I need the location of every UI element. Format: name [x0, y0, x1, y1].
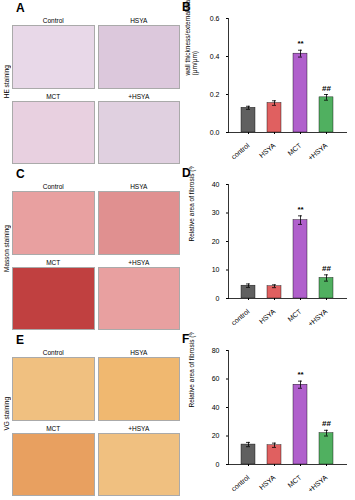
html-text:+HSYA: +HSYA [128, 258, 150, 266]
html-text:C: C [16, 167, 25, 181]
svg-text:0: 0 [216, 295, 220, 302]
svg-text:+HSYA: +HSYA [307, 307, 329, 327]
svg-text:80: 80 [212, 347, 220, 354]
html-text:Control: Control [42, 17, 64, 24]
html-text:HSYA: HSYA [130, 349, 148, 356]
svg-text:10: 10 [212, 266, 220, 273]
svg-text:40: 40 [212, 181, 220, 188]
html-text:E: E [16, 333, 24, 347]
svg-text:+HSYA: +HSYA [307, 141, 329, 161]
html-text:A: A [16, 1, 25, 15]
svg-text:HSYA: HSYA [258, 307, 277, 324]
html-text:+HSYA: +HSYA [128, 92, 150, 100]
svg-text:control: control [230, 141, 251, 160]
svg-text:##: ## [322, 264, 331, 273]
svg-text:MCT: MCT [286, 307, 303, 323]
html-text:F: F [182, 332, 190, 346]
svg-text:MCT: MCT [286, 473, 303, 489]
html-text:HE staining: HE staining [2, 65, 10, 99]
svg-text:+HSYA: +HSYA [307, 473, 329, 493]
html-text:Control: Control [42, 183, 64, 190]
svg-text:20: 20 [212, 238, 220, 245]
html-text:+HSYA: +HSYA [128, 424, 150, 432]
html-text:B: B [182, 0, 191, 14]
svg-text:0.4: 0.4 [210, 53, 220, 60]
html-text:(μm/μm): (μm/μm) [190, 51, 198, 76]
svg-text:30: 30 [212, 209, 220, 216]
svg-text:**: ** [297, 39, 304, 48]
svg-text:0.2: 0.2 [210, 91, 220, 98]
html-text:MCT: MCT [46, 92, 61, 100]
html-text:HSYA: HSYA [130, 183, 148, 190]
svg-text:MCT: MCT [286, 141, 303, 157]
html-text:HSYA: HSYA [130, 17, 148, 24]
svg-text:40: 40 [212, 404, 220, 411]
svg-text:0.0: 0.0 [210, 129, 220, 136]
svg-text:control: control [230, 307, 251, 326]
svg-text:0: 0 [216, 461, 220, 468]
svg-text:**: ** [297, 370, 304, 379]
svg-text:20: 20 [212, 432, 220, 439]
svg-text:##: ## [322, 84, 331, 93]
html-text:D: D [182, 166, 191, 180]
svg-text:0.6: 0.6 [210, 15, 220, 22]
svg-text:HSYA: HSYA [258, 473, 277, 490]
svg-text:HSYA: HSYA [258, 141, 277, 158]
svg-text:control: control [230, 473, 251, 492]
html-text:Control: Control [42, 349, 64, 356]
svg-text:##: ## [322, 419, 331, 428]
html-text:Masson staining: Masson staining [2, 224, 10, 272]
html-text:MCT: MCT [46, 258, 61, 266]
svg-text:**: ** [297, 205, 304, 214]
html-text:VG staining: VG staining [2, 397, 10, 431]
svg-text:60: 60 [212, 375, 220, 382]
html-text:MCT: MCT [46, 424, 61, 432]
